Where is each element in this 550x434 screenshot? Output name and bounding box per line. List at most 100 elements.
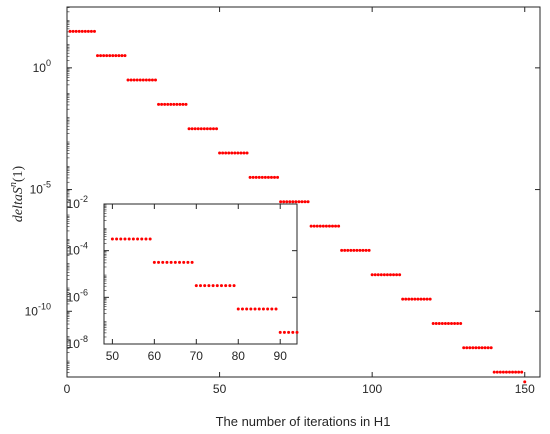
- inset-data-point: [266, 307, 270, 311]
- y-axis-title-sup: n: [8, 182, 19, 187]
- main-data-point: [157, 102, 161, 106]
- main-data-point: [453, 321, 457, 325]
- main-data-point: [166, 102, 170, 106]
- inset-data-point: [186, 260, 190, 264]
- main-data-point: [297, 200, 301, 204]
- main-data-point: [303, 200, 307, 204]
- main-data-point: [291, 200, 295, 204]
- inset-data-point: [190, 260, 194, 264]
- main-data-point: [346, 248, 350, 252]
- main-data-point: [71, 29, 75, 33]
- inset-data-point: [236, 307, 240, 311]
- inset-x-tick-label: 60: [148, 349, 162, 363]
- main-data-point: [428, 297, 432, 301]
- inset-data-point: [240, 307, 244, 311]
- main-data-point: [483, 346, 487, 350]
- inset-data-point: [295, 330, 299, 334]
- main-data-point: [129, 78, 133, 82]
- main-data-point: [462, 346, 466, 350]
- main-data-point: [288, 200, 292, 204]
- main-data-point: [504, 370, 508, 374]
- inset-data-point: [287, 330, 291, 334]
- inset-data-point: [211, 284, 215, 288]
- main-data-point: [215, 127, 219, 131]
- main-data-point: [318, 224, 322, 228]
- main-data-point: [181, 102, 185, 106]
- inset-data-point: [144, 237, 148, 241]
- main-data-point: [153, 78, 157, 82]
- main-data-point: [468, 346, 472, 350]
- inset-y-tick-exp: -2: [80, 194, 88, 204]
- main-data-point: [306, 200, 310, 204]
- main-data-point: [279, 200, 283, 204]
- main-data-point: [68, 29, 72, 33]
- main-data-point: [74, 29, 78, 33]
- inset-data-point: [228, 284, 232, 288]
- main-data-point: [233, 151, 237, 155]
- main-data-point: [150, 78, 154, 82]
- main-y-tick-exp: 0: [46, 58, 51, 68]
- main-data-point: [273, 175, 277, 179]
- main-data-point: [187, 127, 191, 131]
- main-data-point: [227, 151, 231, 155]
- inset-x-tick-label: 50: [106, 349, 120, 363]
- inset-data-point: [270, 307, 274, 311]
- inset-data-point: [173, 260, 177, 264]
- main-data-point: [202, 127, 206, 131]
- main-data-point: [260, 175, 264, 179]
- main-data-point: [327, 224, 331, 228]
- main-data-point: [343, 248, 347, 252]
- main-data-point: [395, 273, 399, 277]
- inset-data-point: [169, 260, 173, 264]
- main-data-point: [349, 248, 353, 252]
- inset-data-point: [148, 237, 152, 241]
- main-data-point: [434, 321, 438, 325]
- main-data-point: [269, 175, 273, 179]
- main-y-tick-base: 10: [30, 183, 44, 197]
- inset-y-tick-label: 10-2: [67, 194, 88, 211]
- main-y-tick-label: 10-10: [25, 301, 51, 318]
- main-data-point: [208, 127, 212, 131]
- main-data-point: [382, 273, 386, 277]
- inset-data-point: [274, 307, 278, 311]
- inset-data-point: [136, 237, 140, 241]
- inset-data-point: [261, 307, 265, 311]
- inset-y-tick-exp: -4: [80, 241, 88, 251]
- inset-data-point: [219, 284, 223, 288]
- main-data-points: [68, 29, 527, 384]
- inset-data-point: [215, 284, 219, 288]
- main-data-point: [218, 151, 222, 155]
- main-data-point: [169, 102, 173, 106]
- main-data-point: [416, 297, 420, 301]
- main-data-point: [276, 175, 280, 179]
- main-data-point: [364, 248, 368, 252]
- main-data-point: [520, 370, 524, 374]
- main-data-point: [474, 346, 478, 350]
- main-data-point: [373, 273, 377, 277]
- main-x-tick-label: 150: [515, 382, 535, 396]
- main-data-point: [236, 151, 240, 155]
- inset-data-point: [178, 260, 182, 264]
- main-data-point: [138, 78, 142, 82]
- main-x-tick-label: 100: [362, 382, 382, 396]
- main-data-point: [199, 127, 203, 131]
- main-data-point: [489, 346, 493, 350]
- inset-y-tick-label: 10-8: [67, 334, 88, 351]
- main-data-point: [86, 29, 90, 33]
- main-data-point: [184, 102, 188, 106]
- main-data-point: [89, 29, 93, 33]
- main-x-tick-label: 0: [64, 382, 71, 396]
- main-data-point: [257, 175, 261, 179]
- main-data-point: [355, 248, 359, 252]
- inset-y-tick-base: 10: [67, 337, 81, 351]
- inset-data-point: [257, 307, 261, 311]
- main-data-point: [498, 370, 502, 374]
- main-data-point: [419, 297, 423, 301]
- main-data-point: [163, 102, 167, 106]
- main-data-point: [340, 248, 344, 252]
- main-y-tick-exp: -10: [38, 301, 51, 311]
- inset-data-point: [245, 307, 249, 311]
- main-data-point: [495, 370, 499, 374]
- inset-y-tick-label: 10-4: [67, 241, 88, 258]
